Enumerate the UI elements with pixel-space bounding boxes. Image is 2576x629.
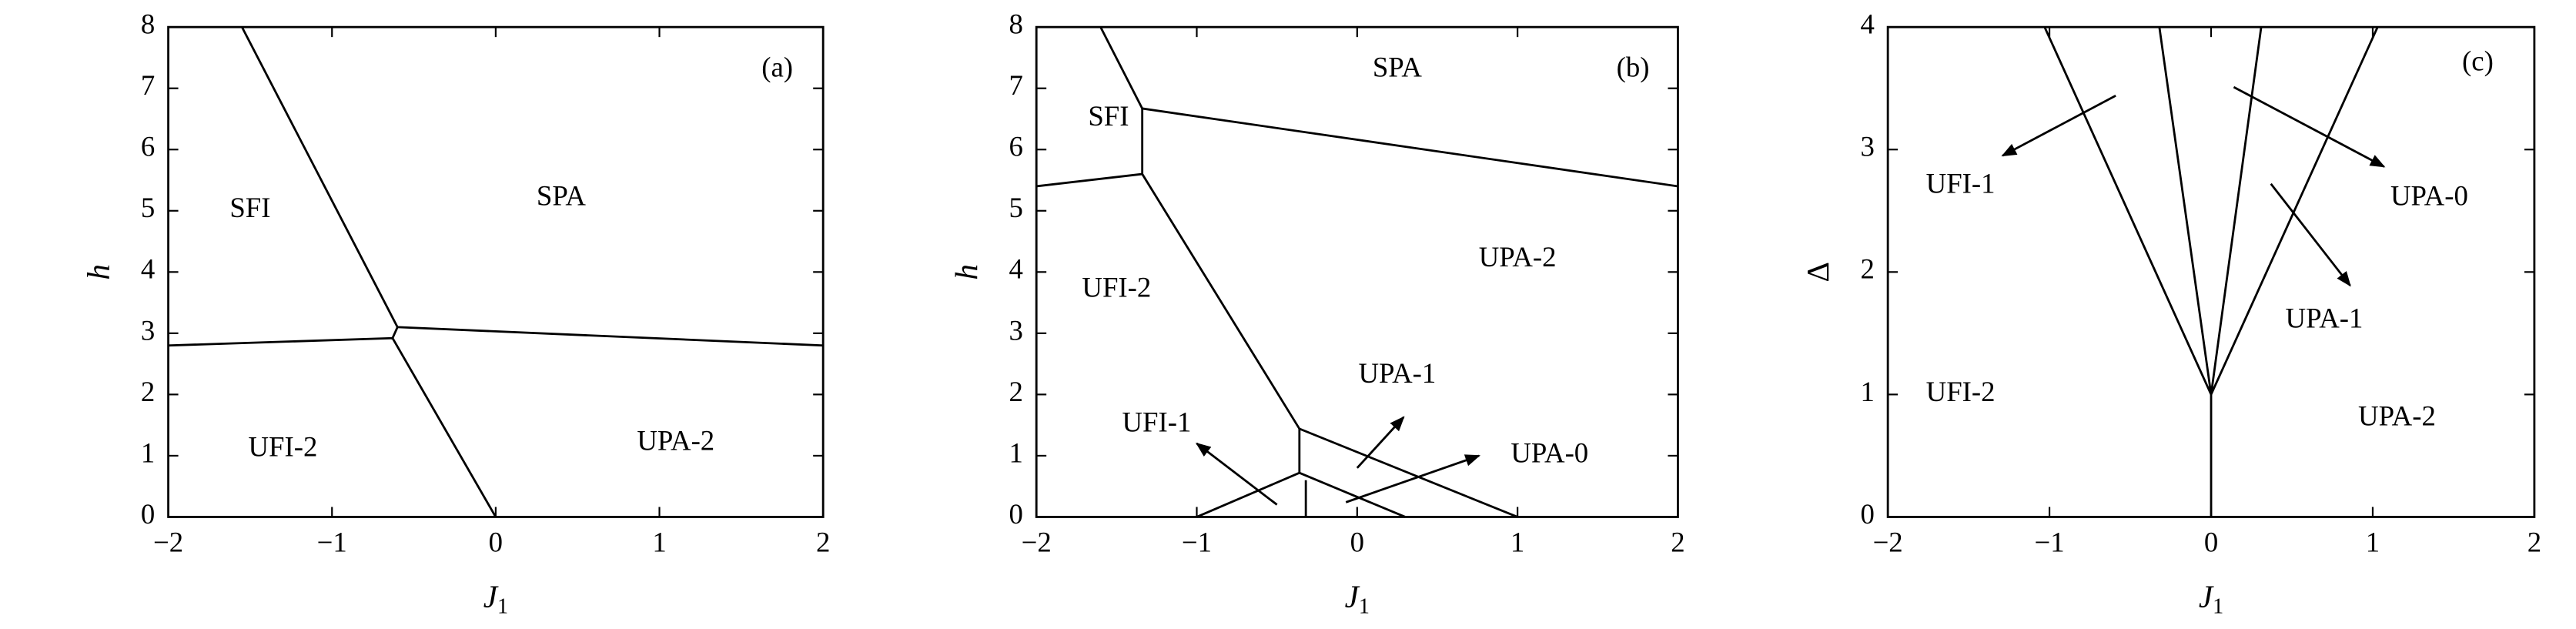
x-tick-label: 0	[1350, 527, 1364, 558]
y-tick-label: 2	[1860, 253, 1874, 285]
x-axis-label: J1	[483, 579, 508, 619]
region-label: UPA-2	[637, 424, 714, 456]
y-tick-label: 1	[1860, 376, 1874, 407]
x-axis-label-sub: 1	[497, 595, 508, 619]
region-label: UFI-2	[1082, 272, 1151, 303]
y-tick-label: 4	[1009, 253, 1022, 285]
y-axis-label: Δ	[1800, 262, 1835, 282]
y-tick-label: 4	[1860, 8, 1874, 40]
y-tick-label: 7	[141, 69, 155, 101]
y-tick-label: 5	[141, 192, 155, 223]
x-tick-label: 2	[1671, 527, 1684, 558]
y-tick-label: 7	[1009, 69, 1022, 101]
region-label: UPA-1	[1358, 357, 1436, 389]
phase-boundary	[2043, 26, 2213, 395]
x-tick-label: −2	[153, 527, 183, 558]
arrow	[1195, 442, 1278, 506]
phase-boundary	[397, 326, 824, 347]
phase-boundary	[1036, 172, 1142, 188]
x-axis-label-sub: 1	[2213, 595, 2223, 619]
x-tick-label: 2	[2527, 527, 2541, 558]
x-axis-label-main: J	[1345, 579, 1360, 614]
phase-boundary	[1196, 471, 1406, 518]
region-label: SFI	[229, 192, 270, 223]
y-tick-label: 4	[141, 253, 155, 285]
y-axis-label: h	[948, 264, 984, 280]
region-label: UPA-2	[1479, 241, 1557, 273]
x-tick-label: 0	[489, 527, 503, 558]
arrow	[2233, 85, 2386, 168]
x-tick-label: 0	[2204, 527, 2218, 558]
phase-boundary	[1142, 107, 1678, 188]
region-label: (a)	[761, 51, 793, 82]
region-label: UFI-1	[1926, 167, 1996, 199]
x-tick-label: −2	[1022, 527, 1052, 558]
region-label: (c)	[2462, 45, 2494, 76]
phase-boundary	[241, 26, 497, 518]
y-tick-label: 8	[141, 8, 155, 40]
region-label: UFI-1	[1122, 407, 1191, 438]
arrow	[1356, 416, 1405, 469]
region-label: SPA	[537, 179, 587, 211]
x-axis-label-sub: 1	[1359, 595, 1370, 619]
arrow	[2001, 94, 2116, 157]
x-tick-label: −1	[2035, 527, 2065, 558]
y-tick-label: 6	[141, 131, 155, 162]
y-tick-label: 0	[1009, 498, 1022, 530]
region-label: UPA-0	[1510, 437, 1588, 468]
x-tick-label: −2	[1873, 527, 1903, 558]
y-tick-label: 0	[141, 498, 155, 530]
y-tick-label: 5	[1009, 192, 1022, 223]
y-axis-label: h	[80, 264, 115, 280]
region-label: SFI	[1088, 100, 1129, 132]
x-tick-label: −1	[317, 527, 347, 558]
x-tick-label: −1	[1182, 527, 1212, 558]
y-tick-label: 3	[1860, 131, 1874, 162]
x-tick-label: 1	[652, 527, 666, 558]
y-tick-label: 0	[1860, 498, 1874, 530]
phase-boundary	[2210, 26, 2379, 395]
x-tick-label: 1	[2366, 527, 2380, 558]
x-tick-label: 1	[1510, 527, 1524, 558]
region-label: UPA-1	[2286, 302, 2364, 333]
y-tick-label: 3	[141, 314, 155, 346]
region-label: (b)	[1617, 51, 1650, 82]
phase-boundary	[1099, 26, 1518, 518]
region-label: UPA-0	[2390, 179, 2468, 211]
x-axis-label-main: J	[483, 579, 499, 614]
region-label: UFI-2	[1926, 376, 1996, 407]
y-tick-label: 3	[1009, 314, 1022, 346]
x-axis-label-main: J	[2199, 579, 2214, 614]
y-tick-label: 2	[141, 376, 155, 407]
arrow	[1345, 454, 1480, 504]
y-tick-label: 8	[1009, 8, 1022, 40]
region-label: UFI-2	[248, 430, 317, 462]
x-tick-label: 2	[816, 527, 830, 558]
x-axis-label: J1	[2199, 579, 2223, 619]
arrow	[2270, 182, 2351, 287]
x-axis-label: J1	[1345, 579, 1370, 619]
y-tick-label: 1	[141, 437, 155, 468]
y-tick-label: 1	[1009, 437, 1022, 468]
phase-boundary	[168, 336, 393, 347]
panel: −2 −1 0 1 2012345678hJ1(b)SFISPAUFI-2UPA-2UF…	[948, 8, 1685, 619]
region-label: UPA-2	[2358, 400, 2436, 432]
region-label: SPA	[1373, 51, 1423, 82]
y-tick-label: 2	[1009, 376, 1022, 407]
y-tick-label: 6	[1009, 131, 1022, 162]
